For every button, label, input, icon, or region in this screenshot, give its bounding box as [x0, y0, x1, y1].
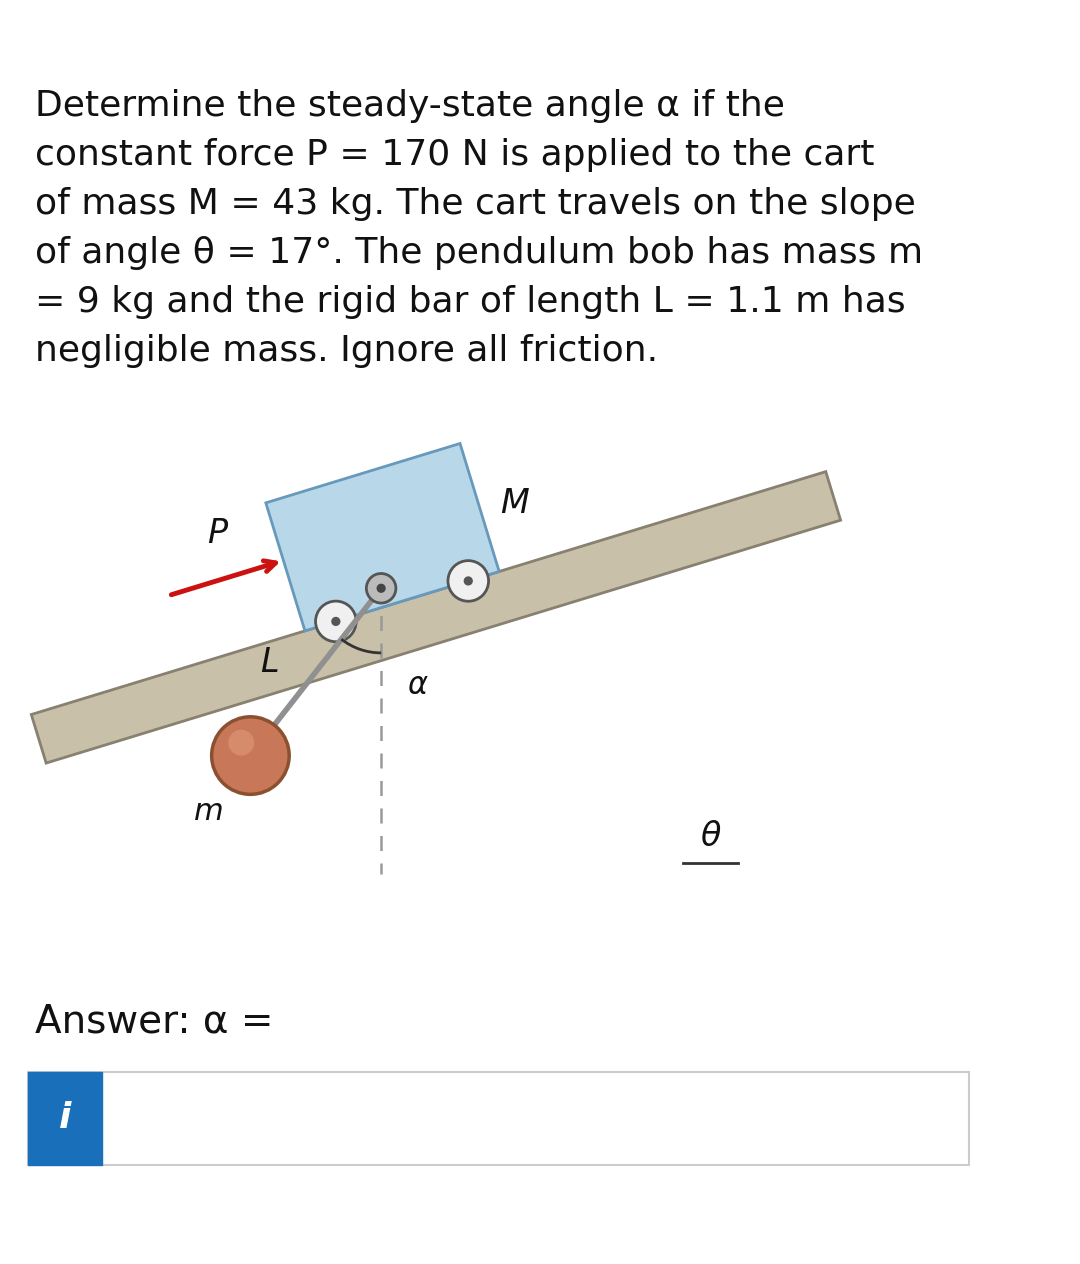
- Text: i: i: [58, 1101, 71, 1135]
- FancyBboxPatch shape: [28, 1072, 102, 1164]
- Circle shape: [228, 729, 254, 756]
- Text: negligible mass. Ignore all friction.: negligible mass. Ignore all friction.: [35, 334, 658, 368]
- Text: of mass M = 43 kg. The cart travels on the slope: of mass M = 43 kg. The cart travels on t…: [35, 187, 916, 221]
- Text: m: m: [194, 798, 224, 827]
- FancyBboxPatch shape: [28, 1072, 969, 1164]
- Text: L: L: [260, 646, 279, 679]
- Circle shape: [315, 602, 356, 642]
- Text: of angle θ = 17°. The pendulum bob has mass m: of angle θ = 17°. The pendulum bob has m…: [35, 236, 923, 270]
- Circle shape: [463, 576, 473, 585]
- Text: P: P: [206, 517, 227, 550]
- Text: constant force P = 170 N is applied to the cart: constant force P = 170 N is applied to t…: [35, 138, 875, 172]
- Text: $\alpha$: $\alpha$: [407, 671, 429, 700]
- Text: Determine the steady-state angle α if the: Determine the steady-state angle α if th…: [35, 90, 785, 123]
- Polygon shape: [266, 444, 499, 631]
- Circle shape: [377, 584, 386, 593]
- Text: = 9 kg and the rigid bar of length L = 1.1 m has: = 9 kg and the rigid bar of length L = 1…: [35, 284, 906, 319]
- Circle shape: [212, 717, 289, 794]
- Polygon shape: [31, 471, 840, 763]
- Circle shape: [332, 617, 340, 626]
- Text: Answer: α =: Answer: α =: [35, 1002, 273, 1040]
- Text: M: M: [500, 487, 529, 520]
- Circle shape: [448, 561, 488, 602]
- Circle shape: [366, 574, 396, 603]
- Text: $\theta$: $\theta$: [700, 820, 721, 853]
